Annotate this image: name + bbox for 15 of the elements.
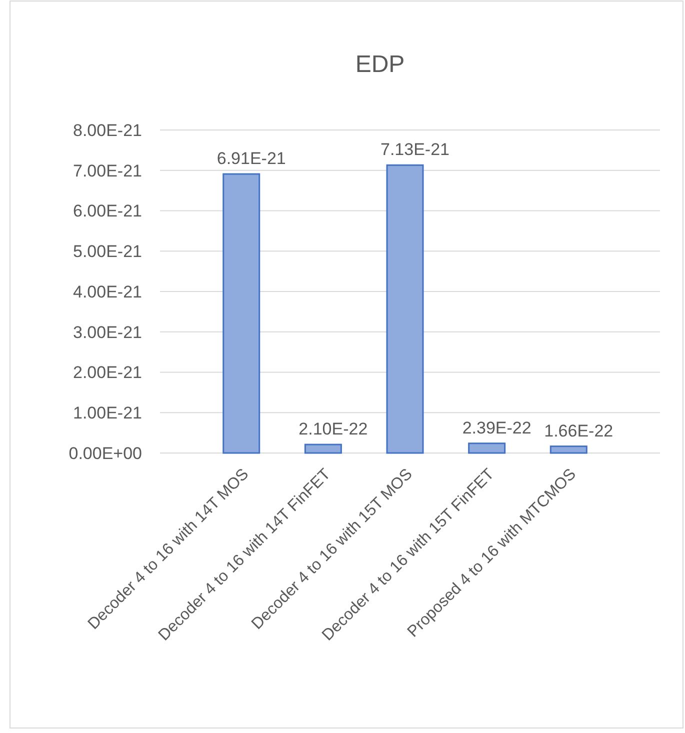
- y-tick-label: 6.00E-21: [73, 202, 142, 221]
- y-tick-label: 8.00E-21: [73, 120, 142, 140]
- data-label: 2.39E-22: [462, 418, 532, 438]
- y-tick-label: 1.00E-21: [73, 404, 142, 423]
- y-tick-label: 7.00E-21: [73, 161, 142, 180]
- chart-title: EDP: [355, 51, 405, 78]
- y-tick-label: 2.00E-21: [73, 363, 142, 382]
- y-tick-label: 0.00E+00: [68, 444, 142, 463]
- y-tick-label: 5.00E-21: [73, 242, 142, 262]
- data-label: 1.66E-22: [544, 421, 614, 440]
- data-label: 6.91E-21: [216, 149, 286, 168]
- y-tick-label: 3.00E-21: [73, 322, 142, 342]
- data-label: 2.10E-22: [298, 420, 368, 439]
- data-label: 7.13E-21: [380, 140, 450, 160]
- y-tick-label: 4.00E-21: [73, 282, 142, 302]
